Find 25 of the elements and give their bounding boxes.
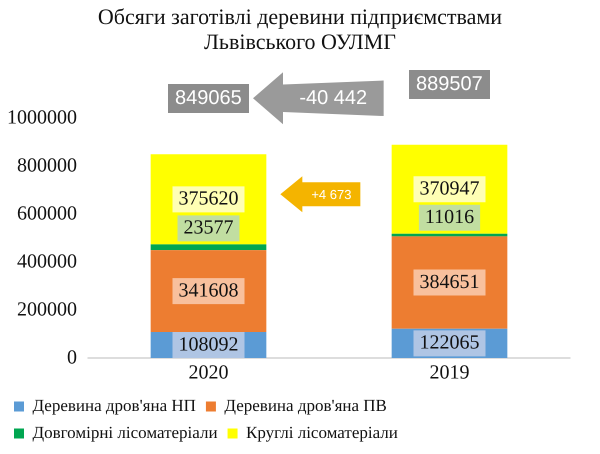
data-label: 122065 bbox=[420, 332, 480, 354]
data-label: 375620 bbox=[178, 188, 238, 210]
x-tick-label: 2019 bbox=[430, 361, 470, 384]
y-tick-label: 0 bbox=[67, 346, 77, 368]
x-tick-label: 2020 bbox=[188, 361, 228, 384]
data-label: 370947 bbox=[420, 177, 480, 200]
legend-label: Деревина дров'яна ПВ bbox=[224, 396, 387, 415]
data-label: 23577 bbox=[184, 216, 234, 239]
data-label: 108092 bbox=[178, 333, 238, 356]
text: 849065 bbox=[168, 84, 249, 113]
data-label: 11016 bbox=[424, 206, 474, 228]
data-label: 341608 bbox=[178, 279, 238, 302]
chart-title: Обсяги заготівлі деревини підприємствами Львівського ОУЛМГ bbox=[96, 4, 504, 54]
legend-label: Деревина дров'яна НП bbox=[32, 396, 196, 415]
data-label: 384651 bbox=[420, 270, 480, 293]
y-tick-label: 1000000 bbox=[7, 106, 77, 128]
text: -40 442 bbox=[299, 86, 368, 110]
y-tick-label: 800000 bbox=[17, 154, 77, 176]
y-tick-label: 400000 bbox=[17, 250, 77, 272]
y-tick-label: 600000 bbox=[17, 202, 77, 224]
text: 889507 bbox=[409, 70, 490, 100]
annotation: +4 673 bbox=[311, 186, 352, 202]
legend-label: Довгомірні лісоматеріали bbox=[32, 422, 218, 442]
y-tick-label: 200000 bbox=[17, 298, 77, 320]
legend-label: Круглі лісоматеріали bbox=[246, 422, 398, 442]
